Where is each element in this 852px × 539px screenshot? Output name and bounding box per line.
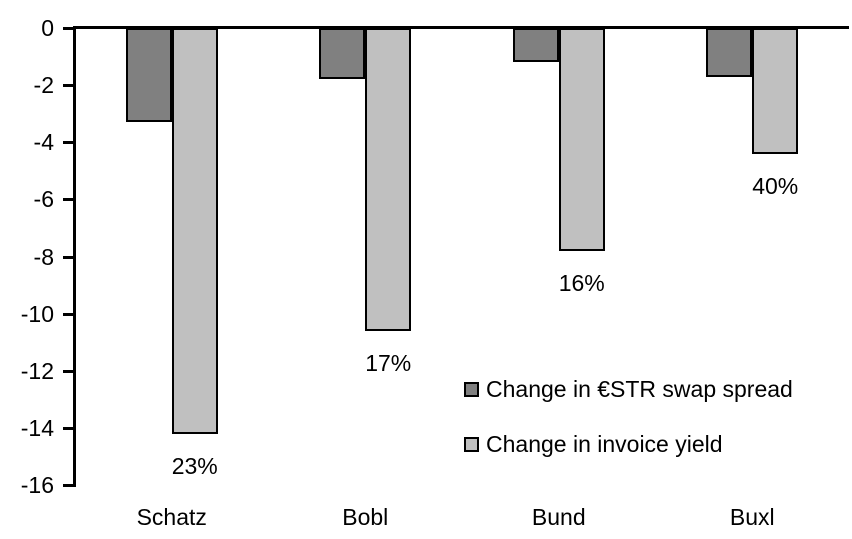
legend-label: Change in invoice yield xyxy=(486,431,723,457)
y-axis-tick-label: -16 xyxy=(20,472,54,498)
y-axis-tick-label: -4 xyxy=(33,129,54,156)
y-axis-tick-label: -10 xyxy=(20,300,54,327)
y-axis-tick-label: -14 xyxy=(20,414,54,441)
y-axis-tick-label: -6 xyxy=(33,186,54,213)
point-label-buxl: 40% xyxy=(752,173,799,199)
y-axis-tick xyxy=(63,27,74,30)
bar-buxl-swap-spread xyxy=(706,28,753,77)
y-axis-tick xyxy=(63,198,74,202)
bar-bobl-swap-spread xyxy=(319,28,366,79)
y-axis-tick xyxy=(63,369,74,373)
bar-bund-swap-spread xyxy=(512,28,559,62)
legend-label: Change in €STR swap spread xyxy=(486,376,793,402)
legend-item: Change in invoice yield xyxy=(464,432,723,456)
bar-bund-invoice-yield xyxy=(558,28,605,251)
legend-marker-icon xyxy=(464,436,479,452)
bar-bobl-invoice-yield xyxy=(365,28,412,331)
y-axis-tick xyxy=(63,484,74,487)
point-label-schatz: 23% xyxy=(171,453,218,479)
y-axis-tick-label: -8 xyxy=(33,243,54,270)
bar-schatz-invoice-yield xyxy=(171,28,218,434)
x-axis-label-bobl: Bobl xyxy=(342,504,389,530)
y-axis-line xyxy=(73,26,76,487)
x-axis-label-buxl: Buxl xyxy=(729,504,775,530)
bar-buxl-invoice-yield xyxy=(752,28,799,154)
y-axis-tick xyxy=(63,312,74,316)
legend-item: Change in €STR swap spread xyxy=(464,377,793,401)
point-label-bund: 16% xyxy=(558,270,605,296)
y-axis-tick xyxy=(63,84,74,88)
point-label-bobl: 17% xyxy=(365,350,412,376)
legend-marker-icon xyxy=(464,381,479,397)
x-axis-label-schatz: Schatz xyxy=(136,504,207,530)
y-axis-tick-label: -12 xyxy=(20,357,54,384)
y-axis-tick xyxy=(63,141,74,145)
x-axis-zero-line xyxy=(73,26,849,29)
y-axis-tick xyxy=(63,255,74,259)
x-axis-label-bund: Bund xyxy=(531,504,586,530)
y-axis-tick xyxy=(63,426,74,430)
y-axis-tick-label: 0 xyxy=(41,15,54,41)
bar-schatz-swap-spread xyxy=(125,28,172,122)
y-axis-tick-label: -2 xyxy=(33,72,54,99)
